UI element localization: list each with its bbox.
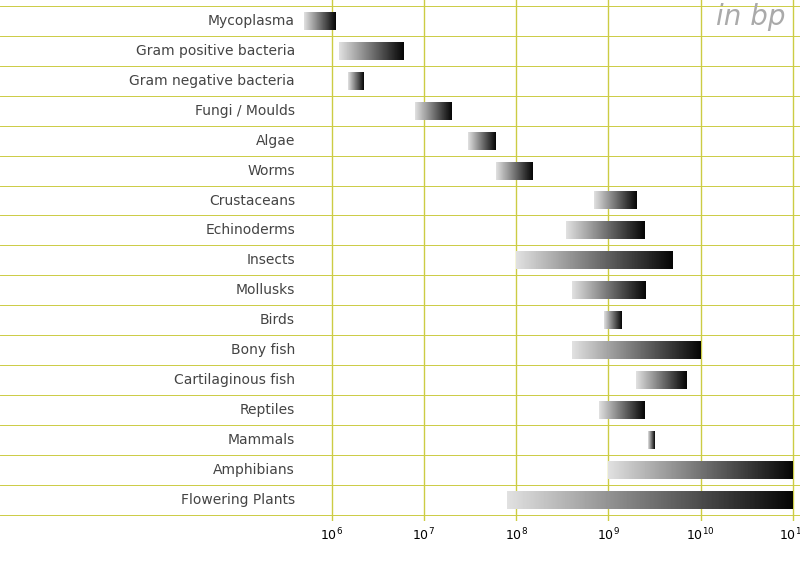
Text: Crustaceans: Crustaceans	[209, 194, 295, 208]
Text: Amphibians: Amphibians	[213, 463, 295, 477]
Text: Echinoderms: Echinoderms	[205, 224, 295, 237]
Text: Worms: Worms	[247, 164, 295, 178]
Text: Mycoplasma: Mycoplasma	[208, 14, 295, 28]
Text: Mammals: Mammals	[228, 433, 295, 447]
Text: Bony fish: Bony fish	[230, 343, 295, 357]
Text: Cartilaginous fish: Cartilaginous fish	[174, 373, 295, 387]
Text: Algae: Algae	[255, 134, 295, 148]
Text: in bp: in bp	[716, 3, 785, 31]
Text: Birds: Birds	[260, 313, 295, 327]
Text: Insects: Insects	[246, 254, 295, 267]
Text: Reptiles: Reptiles	[240, 403, 295, 417]
Text: Fungi / Moulds: Fungi / Moulds	[195, 104, 295, 118]
Text: Gram positive bacteria: Gram positive bacteria	[136, 44, 295, 58]
Text: Mollusks: Mollusks	[235, 284, 295, 297]
Text: Flowering Plants: Flowering Plants	[181, 493, 295, 507]
Text: Gram negative bacteria: Gram negative bacteria	[130, 74, 295, 88]
